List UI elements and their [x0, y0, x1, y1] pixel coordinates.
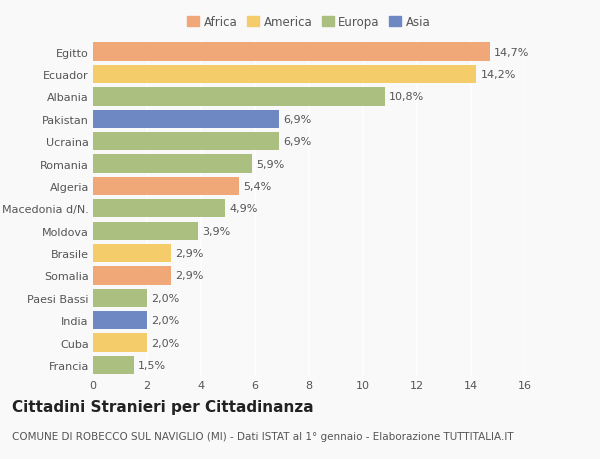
Bar	[93, 110, 280, 129]
Bar	[93, 200, 226, 218]
Text: 10,8%: 10,8%	[389, 92, 424, 102]
Bar	[93, 311, 147, 330]
Text: 5,9%: 5,9%	[256, 159, 284, 169]
Bar	[93, 244, 172, 263]
Bar	[93, 267, 172, 285]
Bar	[93, 334, 147, 352]
Text: 6,9%: 6,9%	[283, 137, 311, 147]
Text: 1,5%: 1,5%	[137, 360, 166, 370]
Text: 4,9%: 4,9%	[229, 204, 258, 214]
Text: 6,9%: 6,9%	[283, 114, 311, 124]
Bar	[93, 43, 490, 62]
Text: 2,0%: 2,0%	[151, 338, 179, 348]
Text: 14,2%: 14,2%	[481, 70, 516, 80]
Bar	[93, 66, 476, 84]
Text: 5,4%: 5,4%	[243, 181, 271, 191]
Text: 2,0%: 2,0%	[151, 315, 179, 325]
Text: 14,7%: 14,7%	[494, 47, 529, 57]
Bar	[93, 356, 133, 375]
Text: COMUNE DI ROBECCO SUL NAVIGLIO (MI) - Dati ISTAT al 1° gennaio - Elaborazione TU: COMUNE DI ROBECCO SUL NAVIGLIO (MI) - Da…	[12, 431, 514, 442]
Text: 2,0%: 2,0%	[151, 293, 179, 303]
Text: 3,9%: 3,9%	[202, 226, 230, 236]
Bar	[93, 177, 239, 196]
Text: 2,9%: 2,9%	[175, 271, 204, 281]
Bar	[93, 222, 198, 241]
Bar	[93, 289, 147, 308]
Text: 2,9%: 2,9%	[175, 248, 204, 258]
Bar	[93, 155, 253, 174]
Text: Cittadini Stranieri per Cittadinanza: Cittadini Stranieri per Cittadinanza	[12, 399, 314, 414]
Legend: Africa, America, Europa, Asia: Africa, America, Europa, Asia	[187, 16, 431, 29]
Bar	[93, 88, 385, 106]
Bar	[93, 133, 280, 151]
